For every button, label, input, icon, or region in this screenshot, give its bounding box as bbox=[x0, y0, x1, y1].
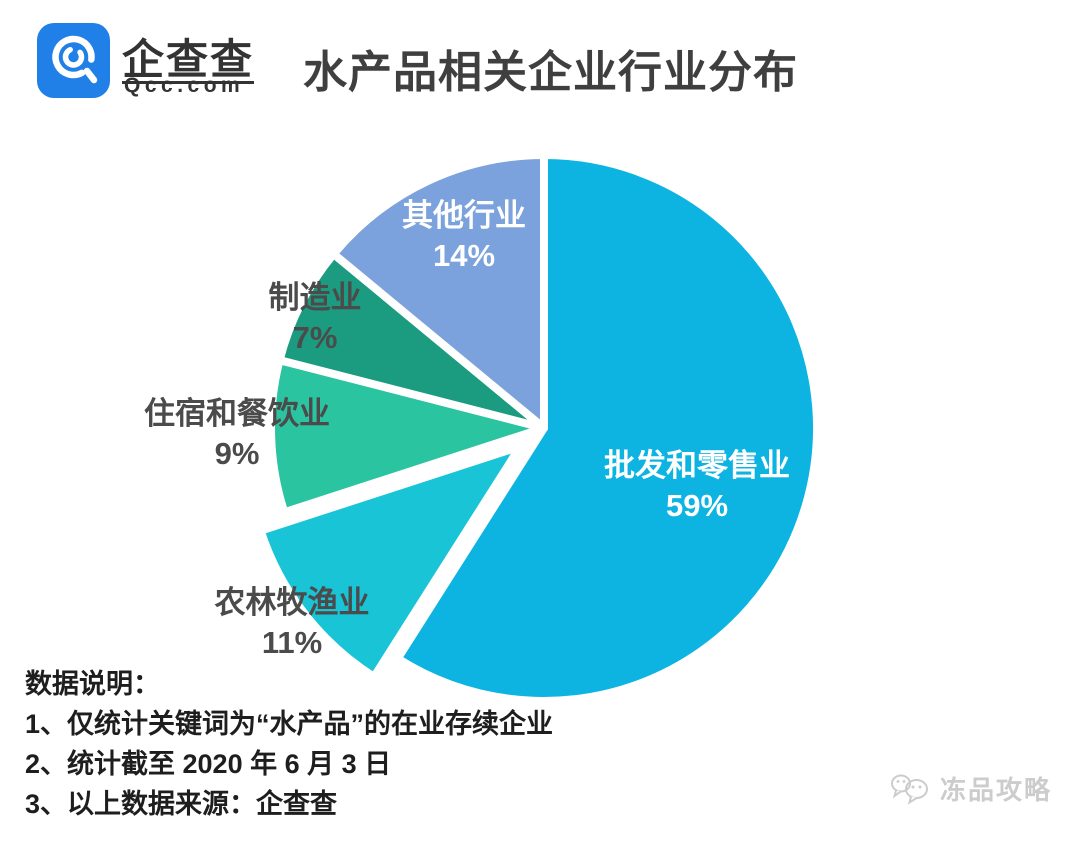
brand-domain: Qcc.com bbox=[124, 74, 245, 97]
note-line: 1、仅统计关键词为“水产品”的在业存续企业 bbox=[25, 709, 554, 739]
brand-name: 企查查 bbox=[122, 36, 255, 83]
wechat-icon bbox=[890, 774, 928, 805]
notes: 数据说明： 1、仅统计关键词为“水产品”的在业存续企业 2、统计截至 2020 … bbox=[25, 664, 553, 824]
header: 企查查 Qcc.com 水产品相关企业行业分布 bbox=[0, 0, 1080, 130]
watermark-text: 冻品攻略 bbox=[939, 775, 1052, 805]
pie-slice-wholesale-retail bbox=[393, 151, 821, 705]
page-title: 水产品相关企业行业分布 bbox=[303, 48, 798, 97]
note-line: 2、统计截至 2020 年 6 月 3 日 bbox=[25, 749, 392, 779]
pie-slice-agriculture-forestry bbox=[256, 442, 525, 681]
pie-slice-accommodation-catering bbox=[267, 356, 548, 517]
qcc-logo bbox=[37, 23, 110, 98]
note-line: 3、以上数据来源：企查查 bbox=[25, 789, 338, 819]
pie-slice-other-industries bbox=[329, 151, 548, 432]
notes-heading: 数据说明： bbox=[25, 669, 160, 699]
qcc-logo-icon bbox=[52, 35, 98, 84]
watermark: 冻品攻略 bbox=[890, 770, 1052, 807]
